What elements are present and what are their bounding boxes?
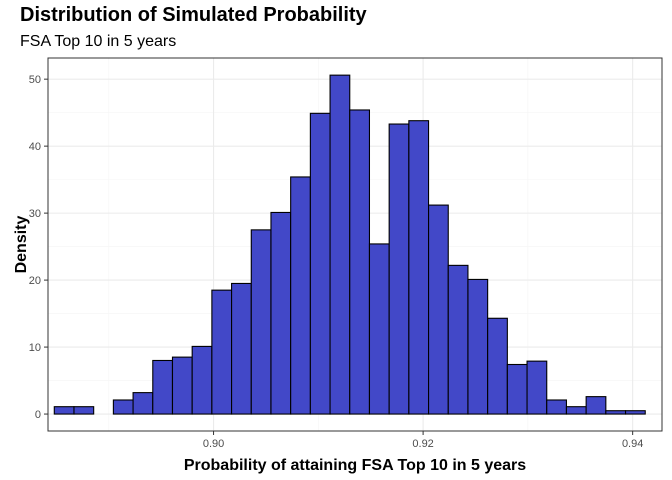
x-axis-title: Probability of attaining FSA Top 10 in 5… — [184, 457, 526, 474]
histogram-bar — [290, 176, 311, 415]
histogram-bar — [73, 406, 95, 415]
histogram-bar — [171, 356, 193, 415]
panel-border — [47, 57, 663, 432]
histogram-bar — [388, 123, 410, 415]
histogram-bar — [309, 112, 331, 415]
y-tick-label: 0 — [35, 409, 41, 421]
histogram-bar — [585, 396, 607, 415]
y-axis-title: Density — [13, 216, 30, 274]
histogram-bar — [349, 109, 371, 415]
histogram-bar — [231, 282, 252, 415]
x-tick-label: 0.92 — [412, 438, 433, 450]
histogram-bar — [250, 229, 272, 415]
histogram-bar — [624, 410, 646, 415]
y-tick-label: 20 — [29, 275, 41, 287]
y-tick-label: 10 — [29, 342, 41, 354]
histogram-bar — [329, 74, 351, 415]
histogram-bar — [408, 120, 430, 415]
histogram-bar — [526, 360, 548, 415]
histogram-bar — [368, 243, 390, 415]
histogram-bar — [152, 359, 174, 415]
x-tick-label: 0.90 — [203, 438, 224, 450]
x-tick-label: 0.94 — [622, 438, 643, 450]
histogram-bar — [53, 406, 75, 415]
histogram-bar — [112, 399, 134, 415]
histogram-bar — [487, 317, 508, 415]
histogram-bar — [506, 363, 528, 415]
bars-layer — [53, 74, 646, 415]
y-tick-label: 50 — [29, 74, 41, 86]
chart-title: Distribution of Simulated Probability — [20, 4, 367, 26]
histogram-bar — [467, 278, 489, 415]
histogram-bar — [211, 289, 233, 415]
axis-ticks: 0.90 0.92 0.94 0 10 20 30 40 50 — [29, 74, 644, 450]
histogram-bar — [191, 345, 213, 415]
y-tick-label: 40 — [29, 141, 41, 153]
histogram-bar — [270, 211, 292, 415]
histogram-bar — [605, 410, 627, 415]
chart-subtitle: FSA Top 10 in 5 years — [20, 33, 177, 50]
histogram-bar — [546, 399, 567, 415]
histogram-bar — [132, 392, 154, 415]
y-tick-label: 30 — [29, 208, 41, 220]
histogram-bar — [447, 264, 469, 415]
histogram-bar — [428, 204, 449, 415]
histogram-bar — [565, 406, 587, 415]
